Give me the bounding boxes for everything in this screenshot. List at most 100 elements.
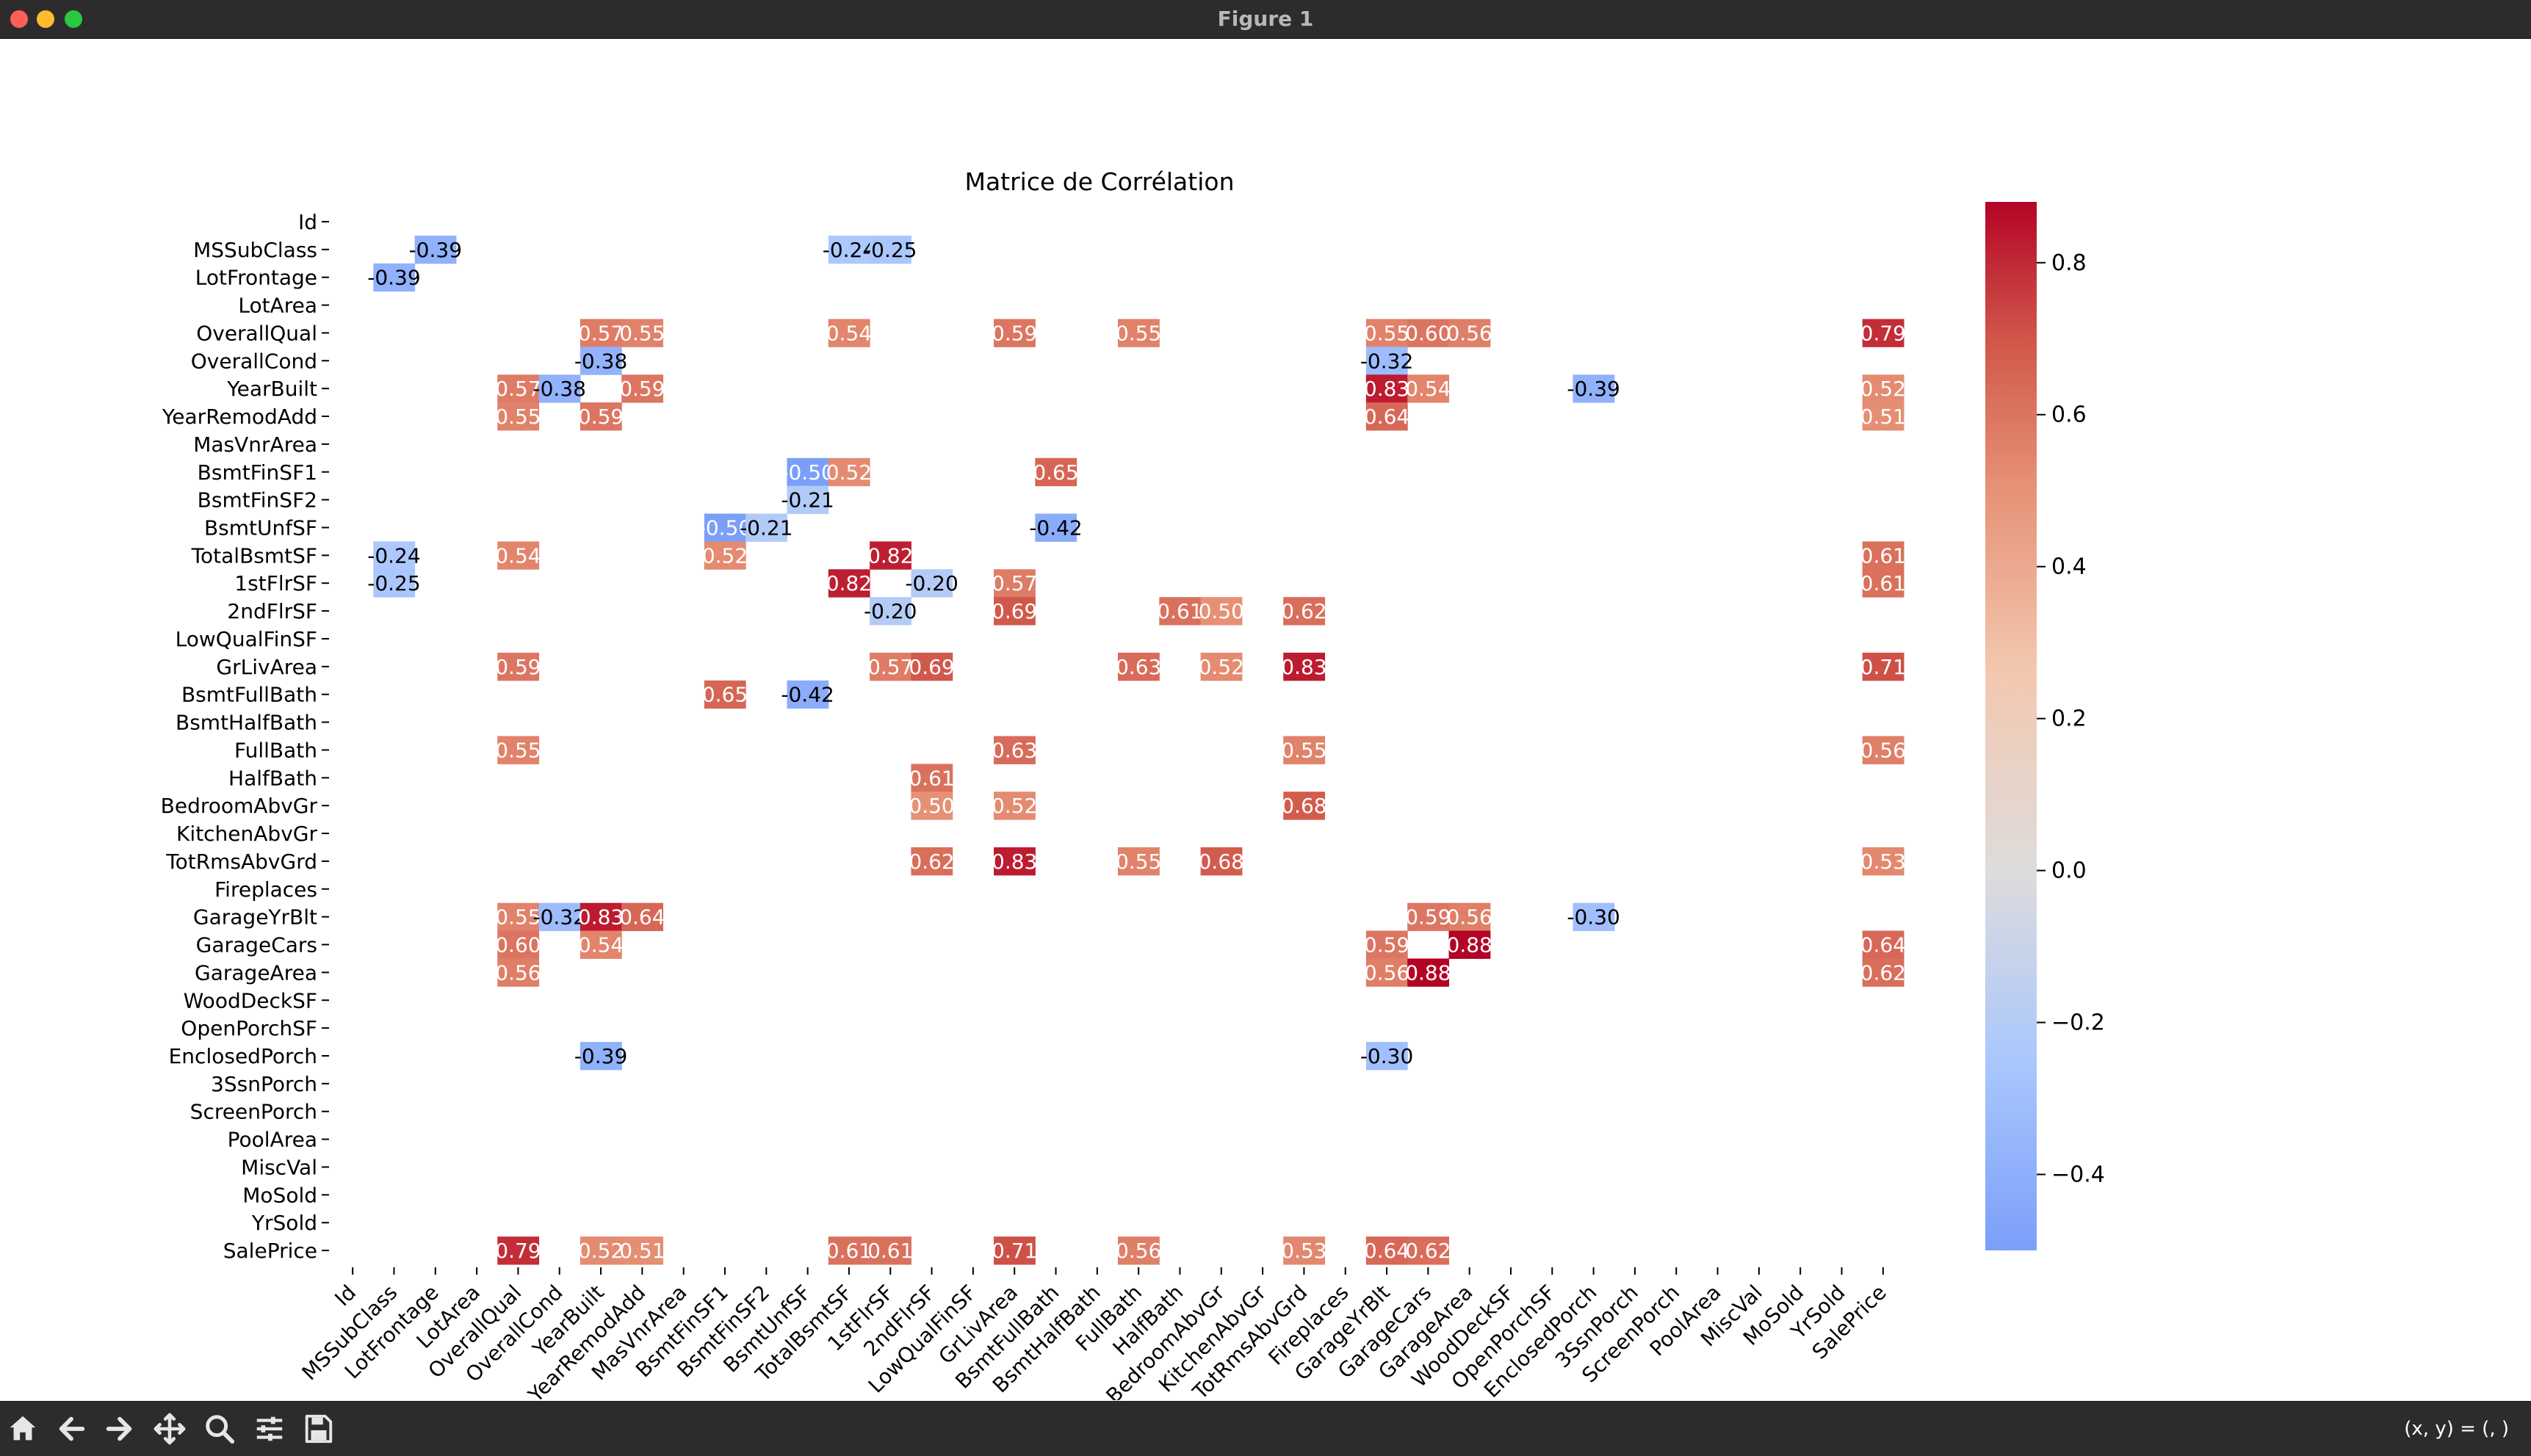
y-tick-label: MSSubClass: [193, 238, 317, 262]
y-tick-label: KitchenAbvGr: [176, 822, 317, 846]
heatmap-cell: [1283, 736, 1326, 764]
heatmap-cell: [580, 319, 622, 347]
heatmap-cell: [1573, 902, 1615, 932]
cell-value-label: -0.39: [367, 266, 420, 290]
heatmap-cell: [1200, 847, 1243, 876]
cell-value-label: 0.82: [826, 571, 872, 595]
heatmap-cell: [1862, 402, 1904, 431]
heatmap-cell: [1573, 374, 1615, 403]
cell-value-label: 0.52: [1860, 377, 1906, 401]
y-tick-label: GarageArea: [195, 960, 317, 985]
heatmap-cell: [704, 541, 746, 570]
heatmap-cell: [704, 680, 746, 709]
heatmap-cell: [994, 1236, 1036, 1265]
heatmap-cell: [373, 569, 416, 598]
heatmap-cell: [787, 680, 829, 709]
save-button[interactable]: [297, 1409, 339, 1449]
y-tick-label: WoodDeckSF: [184, 988, 317, 1013]
zoom-button[interactable]: [198, 1409, 241, 1449]
coordinates-readout: (x, y) = (, ): [2404, 1418, 2509, 1440]
heatmap-cell: [828, 235, 870, 264]
cell-value-label: 0.54: [495, 543, 541, 568]
heatmap-cell: [373, 263, 416, 292]
heatmap-cell: [621, 1236, 664, 1265]
pan-button[interactable]: [148, 1409, 191, 1449]
cell-value-label: -0.50: [781, 460, 834, 485]
maximize-window-button[interactable]: [65, 10, 82, 28]
minimize-window-button[interactable]: [37, 10, 54, 28]
cell-value-label: 0.51: [619, 1239, 665, 1263]
y-tick-label: HalfBath: [228, 766, 317, 790]
heatmap-cell: [828, 1236, 870, 1265]
y-tick-label: MasVnrArea: [193, 432, 317, 457]
cell-value-label: 0.50: [1199, 599, 1244, 623]
cell-value-label: 0.64: [1364, 1239, 1409, 1263]
heatmap-cell: [580, 1236, 622, 1265]
y-tick-label: TotalBsmtSF: [191, 543, 317, 568]
cell-value-label: 0.54: [826, 321, 872, 345]
cell-value-label: 0.55: [495, 405, 541, 429]
colorbar-tick-label: −0.4: [2051, 1162, 2105, 1188]
window-titlebar: Figure 1: [0, 0, 2531, 39]
colorbar-ticks: −0.4 −0.2 0.0 0.2 0.4 0.6 0.8: [2037, 250, 2105, 1188]
heatmap-cell: [911, 652, 953, 681]
y-tick-label: MiscVal: [241, 1155, 317, 1179]
cell-value-label: 0.53: [1281, 1239, 1326, 1263]
heatmap-cell: [1365, 958, 1408, 987]
heatmap-cell: [828, 319, 870, 347]
cell-value-label: 0.59: [619, 377, 665, 401]
cell-value-label: 0.56: [495, 960, 541, 985]
heatmap-cell: [1862, 736, 1904, 764]
heatmap-cell: [1365, 930, 1408, 959]
heatmap-cell: [621, 319, 664, 347]
heatmap-cell: [911, 569, 953, 598]
cell-value-label: 0.52: [826, 460, 872, 485]
cell-value-label: 0.55: [619, 321, 665, 345]
heatmap-cell: [580, 402, 622, 431]
cell-value-label: 0.57: [578, 321, 624, 345]
heatmap-cell: [373, 541, 416, 570]
y-tick-label: LotFrontage: [195, 266, 317, 290]
heatmap-cell: [994, 319, 1036, 347]
y-tick-label: OverallCond: [191, 349, 317, 373]
cell-value-label: -0.42: [781, 683, 834, 707]
cell-value-label: 0.52: [1199, 655, 1244, 679]
back-button[interactable]: [50, 1409, 93, 1449]
cell-value-label: 0.65: [702, 683, 748, 707]
heatmap-cell: [1118, 652, 1160, 681]
heatmap-cell: [497, 541, 540, 570]
cell-value-label: 0.59: [992, 321, 1037, 345]
heatmap-cell: [994, 736, 1036, 764]
heatmap-cell: [497, 930, 540, 959]
colorbar: [1985, 202, 2037, 1250]
heatmap-cell: [1862, 541, 1904, 570]
heatmap-cell: [1407, 1236, 1450, 1265]
heatmap-cell: [497, 402, 540, 431]
heatmap-cell: [1448, 319, 1491, 347]
colorbar-tick-label: −0.2: [2051, 1010, 2105, 1036]
heatmap-cell: [1862, 374, 1904, 403]
heatmap-cell: [1159, 597, 1202, 626]
heatmap-cell: [1862, 847, 1904, 876]
configure-icon: [256, 1416, 283, 1441]
home-button[interactable]: [1, 1409, 44, 1449]
cell-value-label: 0.65: [1033, 460, 1078, 485]
cell-value-label: -0.30: [1360, 1044, 1413, 1068]
y-tick-label: BsmtHalfBath: [176, 711, 317, 735]
heatmap-cell: [704, 513, 746, 542]
cell-value-label: 0.69: [992, 599, 1037, 623]
heatmap-cell: [1407, 374, 1450, 403]
heatmap-cell: [828, 457, 870, 487]
cell-value-label: 0.50: [909, 794, 954, 818]
cell-value-label: 0.82: [867, 543, 913, 568]
configure-button[interactable]: [248, 1409, 291, 1449]
cell-value-label: -0.21: [781, 488, 834, 513]
close-window-button[interactable]: [10, 10, 28, 28]
forward-button[interactable]: [98, 1409, 141, 1449]
y-tick-label: YearRemodAdd: [162, 405, 317, 429]
heatmap-cell: [994, 792, 1036, 820]
cell-value-label: -0.20: [864, 599, 917, 623]
heatmap-cell: [994, 597, 1036, 626]
cell-value-label: 0.57: [992, 571, 1037, 595]
y-tick-label: FullBath: [234, 738, 317, 762]
